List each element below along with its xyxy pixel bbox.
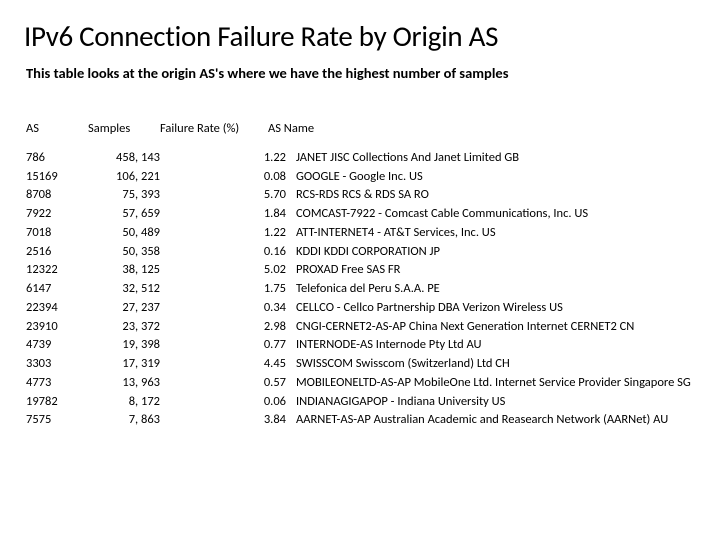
cell-samples: 13, 963: [88, 374, 178, 393]
cell-name: ATT-INTERNET4 - AT&T Services, Inc. US: [296, 224, 696, 243]
cell-as: 12322: [26, 261, 88, 280]
slide: IPv6 Connection Failure Rate by Origin A…: [0, 0, 720, 454]
cell-samples: 106, 221: [88, 168, 178, 187]
data-table: AS Samples Failure Rate (%) AS Name 7864…: [24, 120, 696, 430]
cell-rate: 1.84: [178, 205, 296, 224]
col-header-rate: Failure Rate (%): [160, 120, 268, 139]
cell-name: AARNET-AS-AP Australian Academic and Rea…: [296, 411, 696, 430]
table-row: 15169106, 2210.08GOOGLE - Google Inc. US: [26, 168, 696, 187]
cell-as: 8708: [26, 186, 88, 205]
page-subtitle: This table looks at the origin AS's wher…: [24, 64, 696, 82]
cell-as: 2516: [26, 243, 88, 262]
cell-as: 4739: [26, 336, 88, 355]
cell-as: 7922: [26, 205, 88, 224]
cell-as: 15169: [26, 168, 88, 187]
cell-name: GOOGLE - Google Inc. US: [296, 168, 696, 187]
table-header-row: AS Samples Failure Rate (%) AS Name: [26, 120, 696, 139]
cell-as: 22394: [26, 299, 88, 318]
cell-rate: 0.06: [178, 393, 296, 412]
cell-samples: 17, 319: [88, 355, 178, 374]
cell-as: 23910: [26, 318, 88, 337]
cell-samples: 458, 143: [88, 149, 178, 168]
cell-rate: 0.34: [178, 299, 296, 318]
cell-rate: 4.45: [178, 355, 296, 374]
cell-as: 3303: [26, 355, 88, 374]
cell-rate: 1.22: [178, 149, 296, 168]
cell-name: SWISSCOM Swisscom (Switzerland) Ltd CH: [296, 355, 696, 374]
table-row: 75757, 8633.84AARNET-AS-AP Australian Ac…: [26, 411, 696, 430]
cell-as: 7018: [26, 224, 88, 243]
cell-name: MOBILEONELTD-AS-AP MobileOne Ltd. Intern…: [296, 374, 696, 393]
table-row: 1232238, 1255.02PROXAD Free SAS FR: [26, 261, 696, 280]
cell-name: COMCAST-7922 - Comcast Cable Communicati…: [296, 205, 696, 224]
cell-samples: 23, 372: [88, 318, 178, 337]
col-header-name: AS Name: [268, 120, 696, 139]
cell-name: Telefonica del Peru S.A.A. PE: [296, 280, 696, 299]
table-row: 330317, 3194.45SWISSCOM Swisscom (Switze…: [26, 355, 696, 374]
table-row: 251650, 3580.16KDDI KDDI CORPORATION JP: [26, 243, 696, 262]
cell-samples: 7, 863: [88, 411, 178, 430]
table-row: 701850, 4891.22ATT-INTERNET4 - AT&T Serv…: [26, 224, 696, 243]
table-body: 786458, 1431.22JANET JISC Collections An…: [26, 149, 696, 430]
cell-samples: 50, 358: [88, 243, 178, 262]
table-row: 870875, 3935.70RCS-RDS RCS & RDS SA RO: [26, 186, 696, 205]
cell-as: 7575: [26, 411, 88, 430]
col-header-as: AS: [26, 120, 88, 139]
cell-as: 6147: [26, 280, 88, 299]
cell-name: INTERNODE-AS Internode Pty Ltd AU: [296, 336, 696, 355]
cell-as: 19782: [26, 393, 88, 412]
cell-name: CELLCO - Cellco Partnership DBA Verizon …: [296, 299, 696, 318]
cell-rate: 5.70: [178, 186, 296, 205]
table-row: 473919, 3980.77INTERNODE-AS Internode Pt…: [26, 336, 696, 355]
cell-rate: 1.22: [178, 224, 296, 243]
cell-as: 786: [26, 149, 88, 168]
cell-name: CNGI-CERNET2-AS-AP China Next Generation…: [296, 318, 696, 337]
cell-samples: 38, 125: [88, 261, 178, 280]
cell-samples: 75, 393: [88, 186, 178, 205]
cell-samples: 27, 237: [88, 299, 178, 318]
col-header-samples: Samples: [88, 120, 160, 139]
table-row: 197828, 1720.06INDIANAGIGAPOP - Indiana …: [26, 393, 696, 412]
cell-rate: 1.75: [178, 280, 296, 299]
cell-samples: 57, 659: [88, 205, 178, 224]
cell-rate: 3.84: [178, 411, 296, 430]
cell-rate: 5.02: [178, 261, 296, 280]
table-row: 2391023, 3722.98CNGI-CERNET2-AS-AP China…: [26, 318, 696, 337]
table-row: 477313, 9630.57MOBILEONELTD-AS-AP Mobile…: [26, 374, 696, 393]
cell-as: 4773: [26, 374, 88, 393]
cell-rate: 0.57: [178, 374, 296, 393]
cell-name: PROXAD Free SAS FR: [296, 261, 696, 280]
cell-name: INDIANAGIGAPOP - Indiana University US: [296, 393, 696, 412]
table-row: 786458, 1431.22JANET JISC Collections An…: [26, 149, 696, 168]
table-row: 792257, 6591.84COMCAST-7922 - Comcast Ca…: [26, 205, 696, 224]
table-row: 2239427, 2370.34CELLCO - Cellco Partners…: [26, 299, 696, 318]
cell-samples: 19, 398: [88, 336, 178, 355]
cell-samples: 8, 172: [88, 393, 178, 412]
cell-name: JANET JISC Collections And Janet Limited…: [296, 149, 696, 168]
cell-rate: 0.77: [178, 336, 296, 355]
cell-name: RCS-RDS RCS & RDS SA RO: [296, 186, 696, 205]
cell-name: KDDI KDDI CORPORATION JP: [296, 243, 696, 262]
cell-rate: 0.16: [178, 243, 296, 262]
cell-samples: 32, 512: [88, 280, 178, 299]
page-title: IPv6 Connection Failure Rate by Origin A…: [24, 18, 696, 54]
cell-rate: 0.08: [178, 168, 296, 187]
cell-samples: 50, 489: [88, 224, 178, 243]
table-row: 614732, 5121.75Telefonica del Peru S.A.A…: [26, 280, 696, 299]
cell-rate: 2.98: [178, 318, 296, 337]
